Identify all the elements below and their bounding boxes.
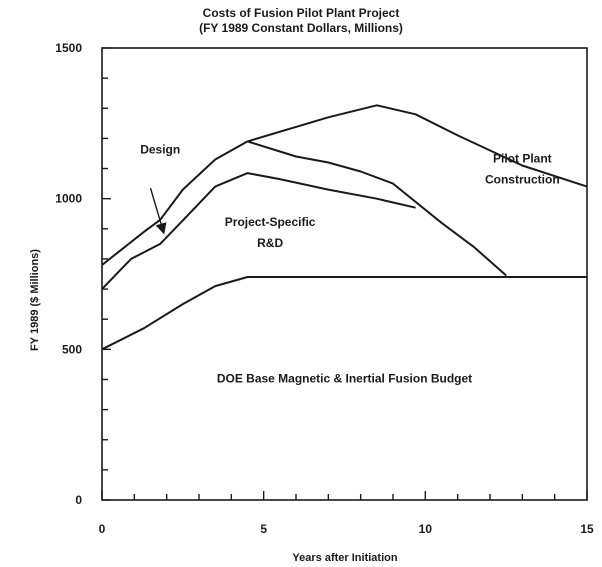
series-line-2: [247, 140, 507, 277]
x-axis-label: Years after Initiation: [292, 552, 397, 564]
design-arrow: [149, 187, 167, 235]
plot-frame: [101, 47, 588, 501]
annotation-label: Project-Specific: [225, 215, 316, 229]
chart-subtitle: (FY 1989 Constant Dollars, Millions): [199, 21, 403, 35]
y-tick-label: 0: [75, 493, 82, 507]
series-line-3: [101, 104, 588, 266]
series-lines: [101, 104, 588, 351]
x-tick-label: 15: [580, 522, 594, 536]
annotation-label: Pilot Plant: [493, 152, 552, 166]
y-tick-label: 1000: [55, 192, 82, 206]
axes: 0 500 1000 1500 0 5 10 15: [55, 41, 594, 536]
y-tick-label: 1500: [55, 41, 82, 55]
x-tick-label: 5: [260, 522, 267, 536]
x-tick-label: 10: [419, 522, 433, 536]
annotation-label: DOE Base Magnetic & Inertial Fusion Budg…: [217, 371, 472, 385]
chart-title: Costs of Fusion Pilot Plant Project: [202, 6, 400, 20]
annotation-label: R&D: [257, 236, 283, 250]
annotation-label: Design: [140, 142, 180, 156]
annotation-label: Construction: [485, 173, 560, 187]
series-line-1: [101, 172, 416, 290]
y-tick-label: 500: [62, 342, 82, 356]
x-tick-label: 0: [99, 522, 106, 536]
y-axis-label: FY 1989 ($ Millions): [29, 249, 41, 351]
series-line-0: [101, 276, 587, 351]
annotations: Design Project-Specific R&D Pilot Plant Cons…: [140, 142, 559, 385]
